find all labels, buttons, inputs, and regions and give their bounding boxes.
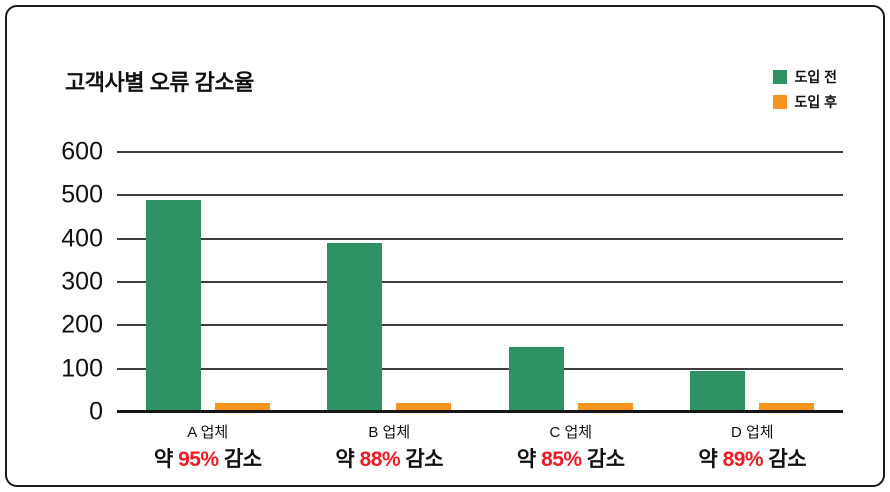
legend-label: 도입 후	[794, 94, 837, 110]
bar-chart: 0 100 200 300 400 500 600	[45, 139, 843, 424]
reduction-annotation: 약 88% 감소	[299, 443, 481, 473]
annotation-suffix: 감소	[581, 448, 625, 471]
plot-area	[117, 151, 843, 413]
x-category-label: C 업체	[549, 424, 593, 441]
gridline	[117, 281, 843, 283]
annotation-percent: 85%	[541, 448, 582, 471]
bar-before	[690, 370, 746, 412]
x-labels: A 업체 B 업체 C 업체 D 업체	[117, 421, 843, 442]
x-category-label: A 업체	[187, 424, 229, 441]
bar-after	[396, 403, 452, 412]
reduction-annotation: 약 89% 감소	[662, 443, 844, 473]
y-tick-label: 500	[61, 180, 103, 209]
x-category-label: B 업체	[368, 424, 411, 441]
annotation-suffix: 감소	[400, 448, 444, 471]
reduction-annotation: 약 85% 감소	[480, 443, 662, 473]
annotation-suffix: 감소	[218, 448, 262, 471]
gridline	[117, 151, 843, 153]
bar-after	[214, 403, 270, 412]
bar-group	[299, 152, 481, 412]
bar-groups	[117, 152, 843, 412]
y-tick-label: 400	[61, 224, 103, 253]
bar-after	[577, 403, 633, 412]
legend-item: 도입 후	[773, 92, 837, 112]
gridlines	[117, 151, 843, 413]
y-tick-label: 100	[61, 354, 103, 383]
x-category-label: D 업체	[730, 424, 774, 441]
chart-title: 고객사별 오류 감소율	[65, 70, 254, 95]
bar-before	[145, 199, 201, 412]
y-tick-label: 600	[61, 137, 103, 166]
gridline	[117, 194, 843, 197]
bar-before	[508, 347, 564, 412]
bar-before	[327, 243, 383, 412]
gridline	[117, 324, 843, 327]
bar-group	[662, 152, 844, 412]
y-tick-label: 0	[89, 397, 103, 426]
legend-item: 도입 전	[773, 67, 837, 87]
gridline	[117, 367, 843, 370]
bar-group	[480, 152, 662, 412]
annotation-prefix: 약	[698, 448, 723, 471]
y-tick-label: 300	[61, 267, 103, 296]
bar-group	[117, 152, 299, 412]
legend-swatch	[773, 95, 788, 109]
gridline	[117, 237, 843, 240]
bar-after	[759, 403, 815, 412]
x-axis-line	[117, 410, 843, 413]
y-tick-label: 200	[61, 310, 103, 339]
annotations: 약 95% 감소 약 88% 감소 약 85% 감소 약 89% 감소	[117, 443, 843, 473]
legend-swatch	[773, 70, 788, 84]
annotation-percent: 88%	[359, 448, 401, 471]
annotation-suffix: 감소	[763, 448, 807, 471]
annotation-percent: 89%	[722, 448, 764, 471]
annotation-prefix: 약	[153, 448, 179, 471]
annotation-prefix: 약	[335, 448, 360, 471]
reduction-annotation: 약 95% 감소	[117, 443, 299, 473]
y-axis: 0 100 200 300 400 500 600	[45, 139, 117, 424]
annotation-prefix: 약	[516, 448, 542, 471]
annotation-percent: 95%	[178, 448, 219, 471]
legend-label: 도입 전	[794, 69, 837, 85]
